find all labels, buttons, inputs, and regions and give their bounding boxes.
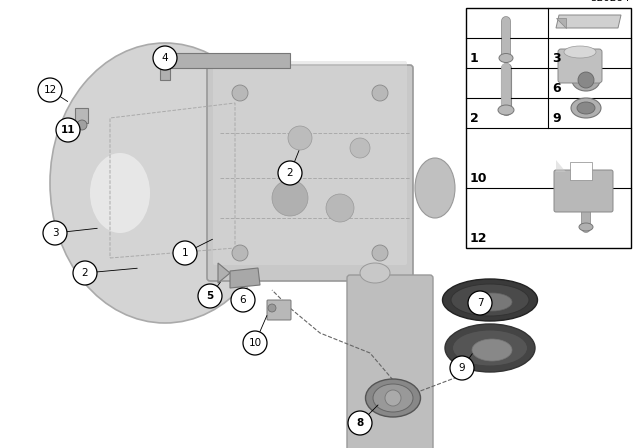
Text: 7: 7 (477, 298, 483, 308)
Circle shape (77, 120, 87, 130)
Circle shape (43, 221, 67, 245)
Ellipse shape (564, 46, 596, 58)
Text: 6: 6 (552, 82, 561, 95)
Ellipse shape (50, 43, 280, 323)
Ellipse shape (452, 330, 527, 366)
Ellipse shape (451, 284, 529, 316)
Text: 2: 2 (82, 268, 88, 278)
Text: 10: 10 (470, 172, 488, 185)
Text: 2: 2 (470, 112, 479, 125)
Polygon shape (218, 263, 230, 283)
Polygon shape (556, 18, 566, 28)
Circle shape (468, 291, 492, 315)
Circle shape (450, 356, 474, 380)
Text: 1: 1 (470, 52, 479, 65)
Ellipse shape (572, 69, 600, 91)
Text: 3: 3 (52, 228, 58, 238)
Circle shape (73, 261, 97, 285)
Ellipse shape (90, 153, 150, 233)
Text: 1: 1 (182, 248, 188, 258)
Ellipse shape (498, 105, 514, 115)
Polygon shape (160, 53, 290, 80)
Polygon shape (75, 108, 88, 123)
Ellipse shape (571, 98, 601, 118)
Circle shape (153, 46, 177, 70)
Circle shape (268, 304, 276, 312)
Text: 9: 9 (459, 363, 465, 373)
Circle shape (278, 161, 302, 185)
Polygon shape (556, 15, 621, 28)
Text: 6: 6 (240, 295, 246, 305)
Text: 8: 8 (356, 418, 364, 428)
FancyBboxPatch shape (267, 300, 291, 320)
Text: 12: 12 (44, 85, 56, 95)
Text: 2: 2 (287, 168, 293, 178)
Polygon shape (556, 160, 566, 172)
Ellipse shape (579, 223, 593, 231)
FancyBboxPatch shape (554, 170, 613, 212)
Ellipse shape (365, 379, 420, 417)
Circle shape (350, 138, 370, 158)
Circle shape (372, 85, 388, 101)
Ellipse shape (360, 263, 390, 283)
Text: 3: 3 (552, 52, 561, 65)
FancyBboxPatch shape (207, 65, 413, 281)
Ellipse shape (442, 279, 538, 321)
FancyBboxPatch shape (347, 275, 433, 448)
Text: 4: 4 (162, 53, 168, 63)
Text: 12: 12 (470, 232, 488, 245)
Text: 320284: 320284 (590, 0, 630, 3)
Circle shape (173, 241, 197, 265)
Circle shape (578, 72, 594, 88)
Circle shape (326, 194, 354, 222)
FancyBboxPatch shape (570, 162, 592, 180)
Circle shape (288, 126, 312, 150)
Circle shape (272, 180, 308, 216)
FancyBboxPatch shape (213, 61, 407, 265)
Circle shape (198, 284, 222, 308)
Text: 10: 10 (248, 338, 262, 348)
Ellipse shape (577, 102, 595, 114)
Circle shape (232, 85, 248, 101)
Circle shape (348, 411, 372, 435)
Ellipse shape (499, 53, 513, 63)
Text: 11: 11 (61, 125, 76, 135)
Text: 9: 9 (552, 112, 561, 125)
Circle shape (56, 118, 80, 142)
FancyBboxPatch shape (558, 49, 602, 83)
Ellipse shape (472, 293, 512, 311)
Circle shape (372, 245, 388, 261)
Circle shape (243, 331, 267, 355)
Ellipse shape (445, 324, 535, 372)
Text: 5: 5 (206, 291, 214, 301)
FancyBboxPatch shape (466, 8, 631, 248)
Ellipse shape (472, 339, 512, 361)
Ellipse shape (415, 158, 455, 218)
Circle shape (231, 288, 255, 312)
Circle shape (38, 78, 62, 102)
Circle shape (385, 390, 401, 406)
Circle shape (232, 245, 248, 261)
Ellipse shape (80, 93, 230, 273)
Polygon shape (230, 268, 260, 288)
Ellipse shape (373, 384, 413, 412)
